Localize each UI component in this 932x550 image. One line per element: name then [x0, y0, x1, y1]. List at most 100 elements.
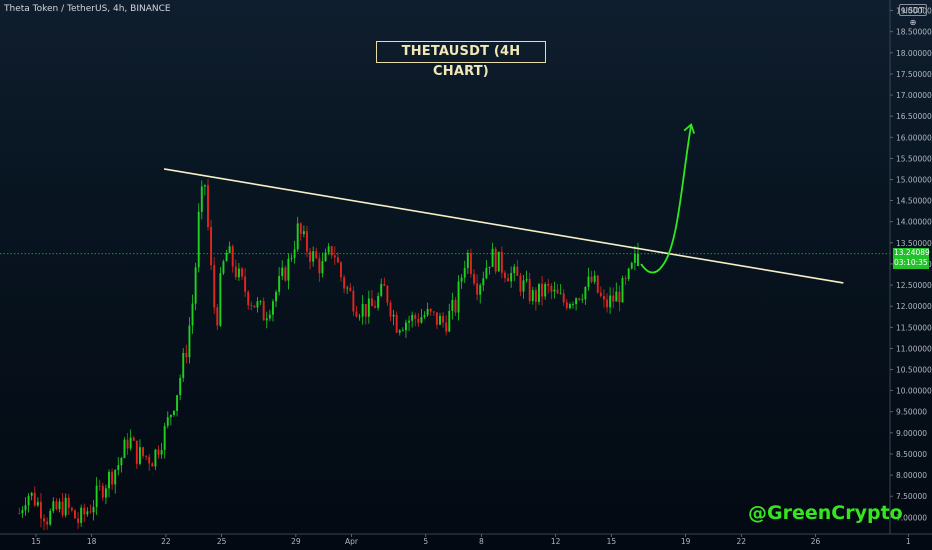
- candle-body: [401, 330, 404, 332]
- candle-body: [602, 295, 605, 300]
- candle-body: [142, 447, 144, 456]
- candle-body: [488, 266, 491, 268]
- candle-body: [442, 315, 445, 323]
- candle-body: [612, 295, 615, 302]
- symbol-header[interactable]: Theta Token / TetherUS, 4h, BINANCE: [4, 4, 171, 14]
- candle-body: [67, 497, 70, 508]
- candle-body: [599, 292, 602, 296]
- candle-body: [207, 185, 209, 228]
- candle-body: [423, 315, 426, 317]
- candle-body: [312, 251, 315, 262]
- candle-body: [581, 299, 584, 301]
- candle-body: [172, 410, 175, 415]
- candle-body: [120, 458, 123, 466]
- candle-body: [281, 267, 284, 277]
- candle-body: [370, 298, 373, 307]
- time-tick-label: 15: [31, 537, 41, 546]
- candle-body: [538, 283, 540, 302]
- candle-body: [114, 469, 117, 485]
- candle-body: [234, 266, 237, 278]
- candle-body: [55, 501, 58, 510]
- candle-body: [104, 488, 107, 498]
- candle-body: [380, 284, 383, 296]
- candle-body: [352, 290, 355, 312]
- candle-body: [77, 518, 80, 523]
- candle-body: [247, 291, 250, 306]
- candle-body: [98, 485, 101, 487]
- candle-body: [525, 279, 528, 281]
- time-axis[interactable]: 15 18 22 25 29 Apr 5 8 12 15 19 22 26 1: [0, 533, 932, 546]
- candle-body: [479, 285, 482, 295]
- currency-selector[interactable]: USDT ⊕: [899, 4, 927, 27]
- candle-body: [129, 437, 132, 449]
- time-tick-label: 12: [551, 537, 561, 546]
- time-tick-label: Apr: [345, 537, 359, 546]
- candle-body: [522, 280, 525, 292]
- candle-body: [417, 318, 420, 323]
- candle-body: [553, 289, 556, 292]
- candle-body: [615, 291, 618, 302]
- candle-body: [562, 293, 565, 303]
- last-price-value: 13.24089: [894, 248, 930, 257]
- candle-body: [185, 353, 188, 358]
- candle-body: [210, 227, 213, 266]
- price-tick-label: 14.50000: [896, 197, 932, 206]
- candle-body: [374, 306, 376, 308]
- price-tick-label: 17.50000: [896, 70, 932, 79]
- candle-body: [24, 505, 27, 511]
- candle-body: [108, 471, 110, 489]
- candle-body: [355, 311, 358, 317]
- candle-body: [621, 278, 624, 303]
- candle-body: [30, 492, 33, 496]
- candle-body: [321, 261, 324, 274]
- price-tick-label: 9.00000: [896, 429, 927, 438]
- price-axis[interactable]: 7.00000 7.50000 8.00000 8.50000 9.00000 9.500…: [889, 0, 932, 534]
- chart-title-box: THETAUSDT (4H CHART): [376, 41, 546, 79]
- candle-body: [630, 262, 633, 269]
- candle-body: [494, 248, 497, 272]
- candle-body: [503, 272, 506, 279]
- candle-body: [497, 251, 500, 272]
- candle-body: [169, 414, 172, 418]
- candle-body: [290, 257, 293, 259]
- candle-body: [89, 511, 92, 513]
- candle-body: [618, 291, 621, 303]
- candle-body: [572, 304, 574, 305]
- candle-body: [426, 308, 429, 316]
- price-tick-label: 8.50000: [896, 450, 927, 459]
- candle-body: [315, 251, 318, 259]
- candle-body: [361, 304, 364, 317]
- time-tick-label: 29: [291, 537, 301, 546]
- price-tick-label: 18.00000: [896, 49, 932, 58]
- candle-body: [145, 455, 148, 457]
- candle-body: [166, 417, 169, 426]
- candle-body: [531, 290, 534, 302]
- candle-body: [271, 301, 274, 315]
- candle-body: [101, 485, 104, 498]
- candle-body: [231, 246, 234, 267]
- time-tick-label: 26: [811, 537, 821, 546]
- candle-body: [179, 377, 182, 396]
- candle-body: [349, 287, 352, 291]
- candle-body: [74, 510, 76, 519]
- last-price-label: 13.24089 03:10:35: [893, 248, 930, 269]
- candle-body: [306, 231, 308, 252]
- bar-countdown: 03:10:35: [894, 258, 928, 267]
- candle-body: [575, 298, 578, 305]
- candle-body: [39, 501, 42, 519]
- price-tick-label: 8.00000: [896, 471, 927, 480]
- time-tick-label: 5: [423, 537, 428, 546]
- candle-body: [200, 186, 203, 212]
- candle-body: [160, 449, 163, 455]
- price-tick-label: 9.50000: [896, 408, 927, 417]
- candle-body: [70, 507, 73, 511]
- candle-body: [460, 277, 463, 282]
- candle-body: [287, 258, 290, 281]
- candle-body: [58, 501, 61, 510]
- candle-body: [188, 325, 191, 358]
- candle-body: [222, 261, 225, 274]
- candle-body: [244, 276, 247, 292]
- candle-body: [435, 312, 438, 325]
- candle-body: [262, 301, 265, 321]
